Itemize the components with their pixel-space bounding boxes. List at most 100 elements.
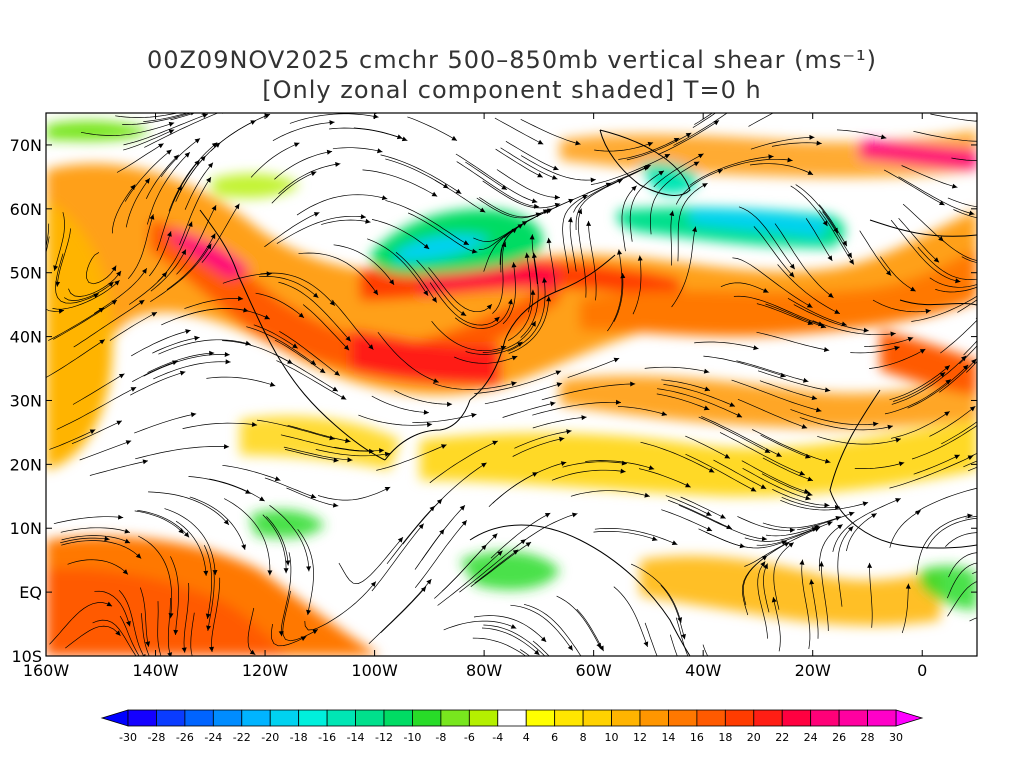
streamline [55, 253, 99, 304]
streamline [913, 130, 977, 142]
streamline-arrow [266, 271, 272, 277]
colorbar-swatch [269, 709, 300, 727]
streamline-arrow [567, 645, 573, 651]
streamline [298, 252, 379, 296]
streamline-arrow [345, 336, 351, 342]
colorbar-tick-label: 16 [690, 731, 704, 744]
streamline-arrow [283, 568, 289, 574]
streamline-arrow [212, 676, 218, 681]
streamline-arrow [599, 645, 604, 652]
streamline [71, 420, 123, 445]
streamline [698, 416, 771, 454]
streamline [368, 578, 432, 644]
streamline [548, 237, 556, 293]
streamline [795, 184, 839, 234]
streamline [280, 552, 292, 637]
streamline-arrow [807, 476, 813, 482]
streamline [49, 602, 113, 645]
streamline [79, 440, 132, 461]
streamline [266, 516, 289, 566]
streamline [761, 473, 813, 496]
streamline [520, 649, 531, 656]
streamline [898, 217, 940, 263]
streamline [963, 340, 977, 356]
streamline [296, 194, 388, 216]
lon-label: 160W [23, 661, 70, 680]
streamline-arrow [939, 200, 945, 206]
streamline-arrow [259, 496, 265, 502]
streamline-arrow [703, 405, 710, 411]
streamline-arrow [537, 139, 544, 145]
streamline-arrow [306, 609, 311, 616]
streamline [692, 113, 717, 128]
streamline-arrow [582, 194, 588, 200]
streamline [286, 487, 339, 507]
streamline-arrow [511, 355, 518, 361]
streamline-arrow [274, 476, 281, 481]
streamline [362, 169, 438, 197]
streamline-arrow [803, 488, 810, 494]
streamline-arrow [124, 538, 131, 544]
streamline-arrow [799, 470, 805, 476]
streamline-arrow [194, 138, 201, 144]
streamline-arrow [925, 308, 931, 314]
streamline-arrow [542, 277, 547, 283]
streamline-arrow [166, 149, 172, 155]
lon-label: 0 [917, 661, 927, 680]
streamline [455, 153, 538, 203]
colorbar-tick-label: 10 [605, 731, 619, 744]
streamline [586, 164, 651, 194]
streamline [46, 223, 50, 249]
colorbar-tick-label: 28 [861, 731, 875, 744]
streamline-arrow [53, 265, 58, 271]
streamline [150, 243, 212, 302]
streamline-arrow [643, 641, 649, 647]
streamline-arrow [799, 559, 805, 565]
streamline-arrow [721, 694, 726, 699]
streamline [260, 272, 336, 306]
streamline [283, 446, 353, 461]
streamline-arrow [368, 344, 374, 350]
streamline [756, 521, 833, 546]
colorbar-swatch [212, 709, 243, 727]
streamline-arrow [990, 408, 996, 413]
streamline [73, 299, 145, 348]
colorbar-swatch [639, 709, 669, 727]
streamline [667, 499, 733, 530]
colorbar-swatch [781, 709, 812, 727]
streamline [817, 435, 901, 445]
streamline [765, 525, 820, 537]
lon-label: 140W [132, 661, 179, 680]
streamline-arrow [985, 275, 991, 280]
streamline-arrow [704, 386, 710, 392]
streamline-arrow [555, 370, 562, 376]
streamline-arrow [706, 526, 713, 532]
colorbar-tick-label: -18 [290, 731, 308, 744]
lon-label: 80W [466, 661, 502, 680]
streamline-arrow [511, 228, 517, 234]
streamline [146, 152, 191, 225]
streamline-arrow [340, 394, 347, 400]
streamline [753, 226, 795, 278]
streamline [395, 252, 438, 303]
streamline-arrow [1014, 451, 1020, 456]
streamline-arrow [423, 243, 430, 249]
streamline-arrow [511, 381, 517, 387]
streamline [532, 640, 550, 656]
colorbar-tick-label: 12 [633, 731, 647, 744]
streamline-arrow [492, 440, 498, 446]
streamline [160, 138, 201, 178]
streamline [385, 200, 470, 246]
streamline [247, 607, 256, 655]
streamline-arrow [824, 502, 830, 508]
streamline-arrow [532, 472, 538, 477]
streamline-arrow [944, 365, 950, 371]
streamline [653, 153, 704, 188]
streamline-arrow [423, 409, 429, 415]
streamline [793, 304, 869, 332]
colorbar-tick-label: 6 [551, 731, 558, 744]
streamline-arrow [951, 183, 958, 189]
streamline-arrow [842, 240, 847, 247]
streamline [94, 590, 131, 627]
